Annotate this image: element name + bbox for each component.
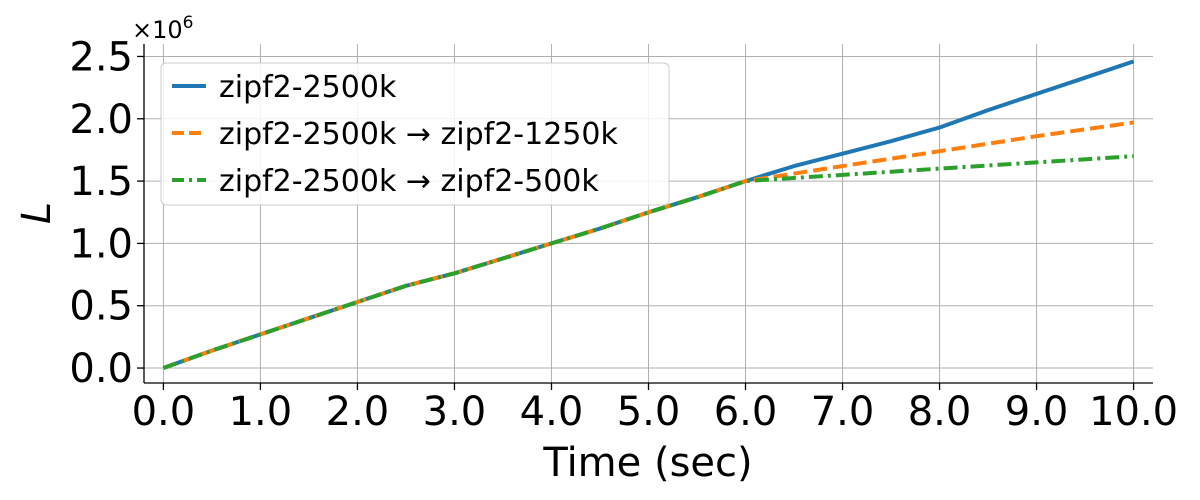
x-tick-label: 3.0 (423, 389, 487, 435)
series-lines (162, 59, 1135, 370)
legend: zipf2-2500k zipf2-2500k → zipf2-1250k zipf… (160, 62, 670, 206)
x-tick-label: 0.0 (132, 389, 196, 435)
series-line-3 (162, 154, 1134, 370)
y-multiplier-label: ×106 (132, 13, 193, 44)
legend-label-2: zipf2-2500k → zipf2-1250k (219, 117, 618, 152)
x-tick-label: 1.0 (229, 389, 293, 435)
legend-label-3: zipf2-2500k → zipf2-500k (219, 164, 599, 199)
y-axis-label: L (14, 202, 60, 224)
x-tick-label: 4.0 (520, 389, 584, 435)
y-ticks: 0.0 0.5 1.0 1.5 2.0 2.5 (69, 34, 144, 392)
y-tick-label: 2.5 (69, 34, 133, 80)
y-tick-label: 1.5 (69, 159, 133, 205)
legend-label-1: zipf2-2500k (219, 70, 397, 105)
y-tick-label: 2.0 (69, 97, 133, 143)
x-tick-label: 7.0 (811, 389, 875, 435)
x-ticks: 0.0 1.0 2.0 3.0 4.0 5.0 6.0 7.0 8.0 9.0 10.0 (132, 383, 1178, 435)
legend-box (160, 62, 670, 206)
x-tick-label: 5.0 (617, 389, 681, 435)
x-tick-label: 9.0 (1005, 389, 1069, 435)
x-axis-label: Time (sec) (542, 440, 752, 486)
y-tick-label: 1.0 (69, 221, 133, 267)
x-tick-label: 2.0 (326, 389, 390, 435)
y-tick-label: 0.5 (69, 284, 133, 330)
x-tick-label: 8.0 (908, 389, 972, 435)
x-tick-label: 6.0 (714, 389, 778, 435)
x-tick-label: 10.0 (1089, 389, 1178, 435)
y-tick-label: 0.0 (69, 346, 133, 392)
